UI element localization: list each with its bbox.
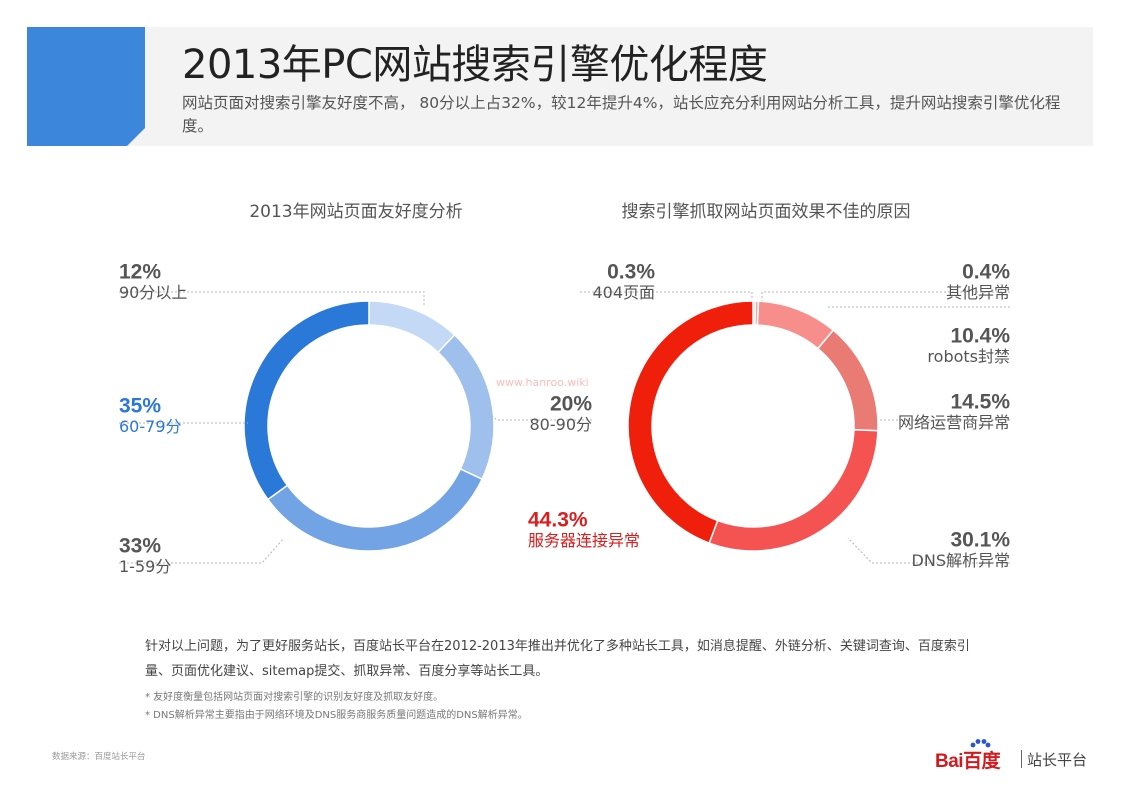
slice-value-label: 35% — [119, 394, 161, 417]
donut-slice — [266, 468, 484, 552]
header-accent-shape — [27, 27, 145, 146]
logo-separator — [1021, 750, 1022, 768]
slice-value-label: 10.4% — [950, 324, 1010, 347]
slice-value-label: 0.4% — [962, 260, 1010, 283]
donut-slice — [816, 329, 879, 432]
page-subtitle: 网站页面对搜索引擎友好度不高， 80分以上占32%，较12年提升4%，站长应充分… — [182, 94, 1061, 135]
leader-line — [119, 537, 285, 564]
chart-crawl-issues: 搜索引擎抓取网站页面效果不佳的原因 0.3%404页面 0.4%其他异常 10.4%r… — [528, 202, 1010, 570]
slice-name-label: 404页面 — [592, 283, 655, 302]
leader-line — [580, 291, 753, 302]
chart-title: 搜索引擎抓取网站页面效果不佳的原因 — [622, 202, 911, 222]
slice-value-label: 12% — [119, 260, 161, 283]
header-band — [27, 27, 1093, 146]
data-source: 数据来源：百度站长平台 — [52, 752, 146, 762]
slice-name-label: 60-79分 — [119, 417, 182, 436]
slice-name-label: 80-90分 — [530, 415, 593, 434]
page-title: 2013年PC网站搜索引擎优化程度 — [182, 42, 768, 88]
donut-slice — [708, 429, 879, 552]
leader-line — [761, 291, 1010, 302]
chart-title: 2013年网站页面友好度分析 — [249, 202, 462, 222]
slice-name-label: robots封禁 — [927, 347, 1010, 366]
footnote-1: * 友好度衡量包括网站页面对搜索引擎的识别友好度及抓取友好度。 — [145, 692, 444, 703]
footnote-2: * DNS解析异常主要指由于网络环境及DNS服务商服务质量问题造成的DNS解析异… — [145, 710, 528, 721]
slice-name-label: 服务器连接异常 — [528, 531, 640, 550]
logo-brand: Bai百度 — [935, 751, 1001, 772]
watermark: www.hanroo.wiki — [496, 376, 589, 389]
slice-name-label: 1-59分 — [119, 557, 171, 576]
slice-name-label: 90分以上 — [119, 283, 187, 302]
chart-friendliness: 2013年网站页面友好度分析 12%90分以上 20%80-90分 33%1-59分 3… — [119, 202, 592, 576]
paw-icon — [970, 739, 991, 748]
slice-value-label: 20% — [550, 392, 592, 415]
donut-slice — [627, 300, 754, 545]
donut-slice — [437, 333, 495, 481]
donut-slice — [368, 300, 456, 354]
slice-value-label: 30.1% — [950, 528, 1010, 551]
slice-value-label: 33% — [119, 534, 161, 557]
slice-value-label: 0.3% — [607, 260, 655, 283]
slice-name-label: 网络运营商异常 — [898, 413, 1010, 432]
slice-name-label: 其他异常 — [946, 283, 1010, 302]
logo-sub: 站长平台 — [1027, 751, 1088, 769]
leader-line — [847, 537, 1010, 564]
leader-line — [119, 291, 425, 306]
slice-value-label: 44.3% — [528, 508, 588, 531]
donut-slice — [243, 300, 370, 501]
donut-slice — [756, 300, 835, 350]
footnote-main: 针对以上问题，为了更好服务站长，百度站长平台在2012-2013年推出并优化了多… — [145, 639, 970, 679]
slice-value-label: 14.5% — [950, 390, 1010, 413]
header-accent-polygon — [27, 27, 145, 146]
slice-name-label: DNS解析异常 — [912, 551, 1010, 570]
baidu-logo[interactable]: Bai百度 站长平台 — [935, 738, 1105, 772]
